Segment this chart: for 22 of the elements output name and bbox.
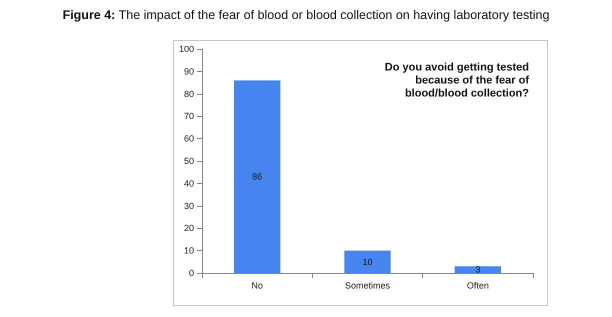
data-label: 10 <box>362 256 373 267</box>
y-tick-label: 30 <box>184 200 194 211</box>
y-tick-label: 20 <box>184 223 194 234</box>
y-tick-label: 70 <box>184 111 194 122</box>
y-tick-label: 50 <box>184 156 194 166</box>
y-tick-label: 60 <box>184 134 194 144</box>
data-label: 3 <box>475 264 480 275</box>
y-tick-label: 80 <box>184 88 194 99</box>
y-tick-label: 90 <box>184 66 194 76</box>
x-tick-label: Sometimes <box>344 280 391 290</box>
chart-title: Figure 4: The impact of the fear of blood or blood collection on having laboratory testing <box>62 8 550 22</box>
bar <box>234 80 280 273</box>
bar <box>344 250 391 273</box>
bar <box>454 266 502 273</box>
y-tick-label: 0 <box>188 268 194 278</box>
y-tick-label: 100 <box>178 44 194 54</box>
annotation: Do you avoid getting tested because of the fear of blood/blood collection? <box>384 62 530 100</box>
y-tick-label: 10 <box>184 246 194 256</box>
x-tick-label: No <box>251 280 263 290</box>
data-label: 86 <box>252 172 262 182</box>
x-tick-label: Often <box>466 280 489 290</box>
y-tick-label: 40 <box>184 178 194 188</box>
